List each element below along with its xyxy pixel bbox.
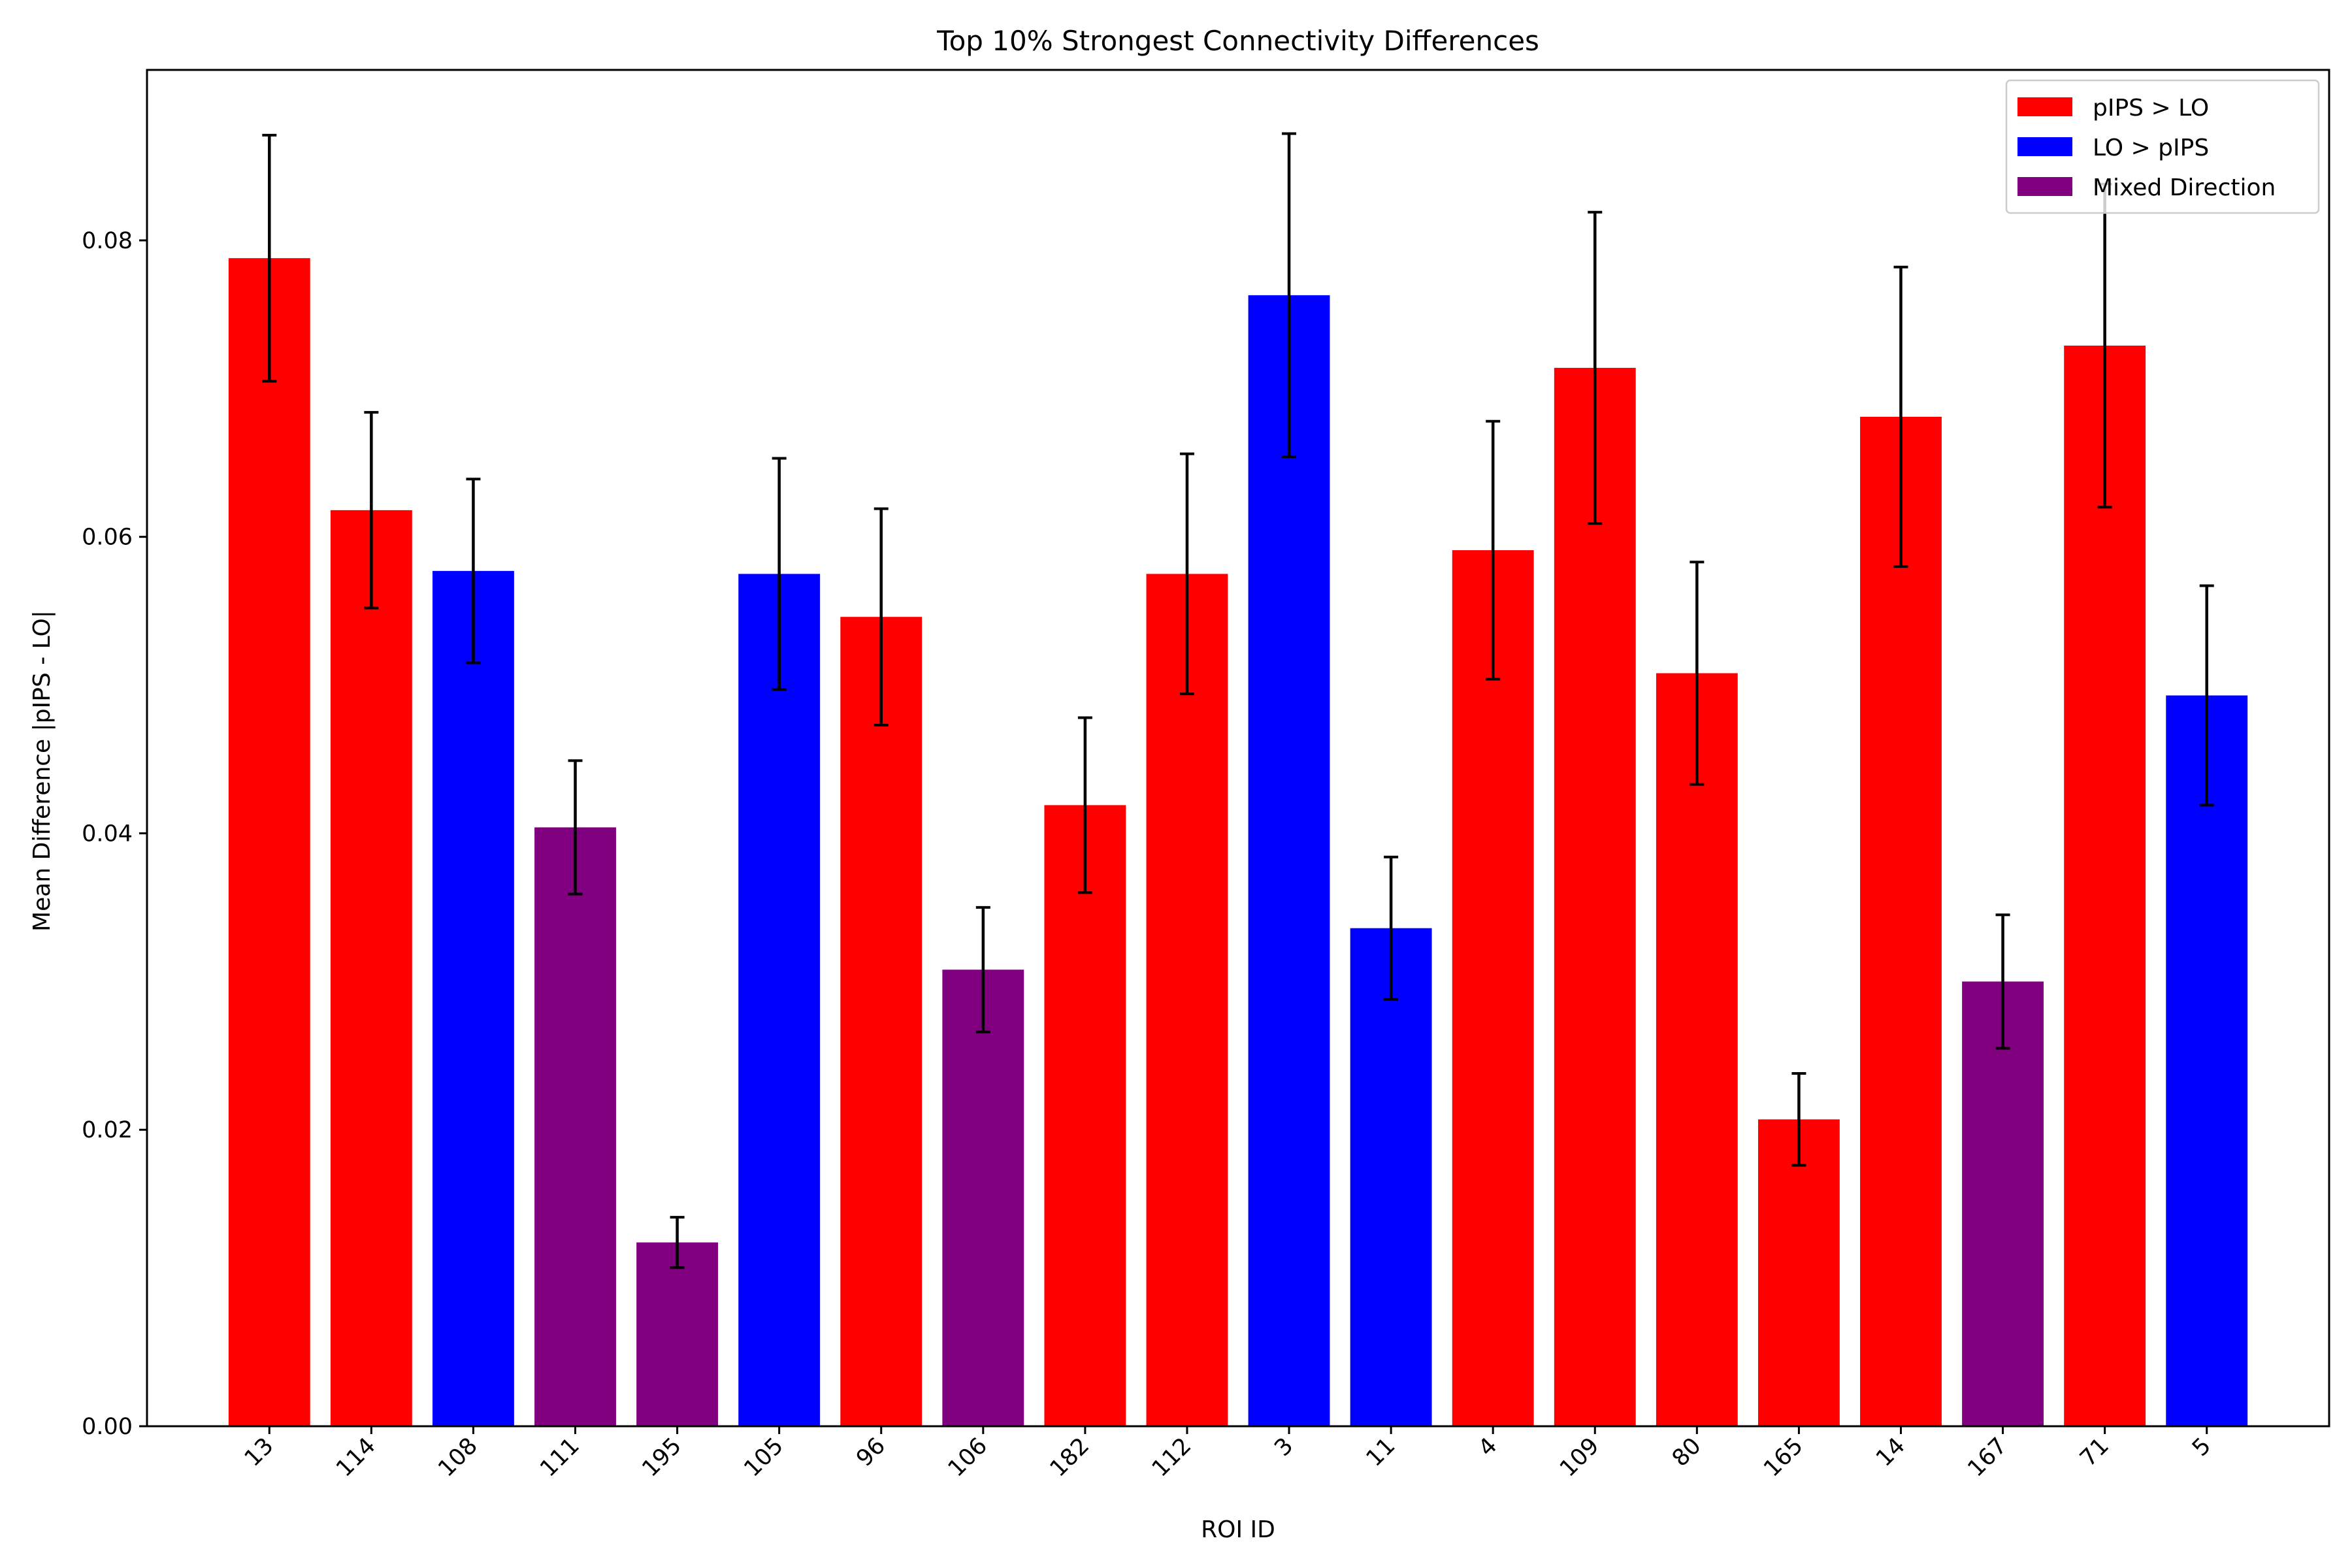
y-tick-label: 0.06 [82,525,133,551]
x-tick-label: 105 [739,1433,789,1482]
legend-label: LO > pIPS [2093,135,2209,161]
legend-swatch [2017,137,2072,156]
bar-5 [2166,695,2248,1426]
x-tick-label: 106 [943,1433,993,1482]
x-tick-label: 165 [1759,1433,1808,1482]
bar-112 [1146,574,1228,1426]
x-tick-label: 13 [240,1433,279,1472]
error-bar-108 [466,478,481,664]
legend-swatch [2017,97,2072,116]
bar-105 [738,574,821,1426]
x-tick-label: 111 [535,1433,585,1482]
error-bar-14 [1893,265,1908,568]
x-tick-label: 80 [1667,1433,1707,1472]
x-tick-label: 182 [1045,1433,1095,1482]
legend-label: pIPS > LO [2093,95,2209,122]
bar-165 [1757,1119,1840,1426]
bar-14 [1860,416,1942,1426]
x-tick-label: 11 [1362,1433,1401,1472]
bar-195 [636,1242,719,1426]
error-bar-109 [1588,210,1603,525]
y-axis-label: Mean Difference |pIPS - LO| [29,610,56,932]
x-tick-label: 195 [637,1433,687,1482]
error-bar-165 [1791,1072,1806,1167]
chart-title: Top 10% Strongest Connectivity Differenc… [936,25,1539,57]
bar-111 [534,827,616,1426]
legend: pIPS > LO LO > pIPS Mixed Direction [2005,79,2320,214]
x-tick-label: 114 [331,1433,381,1482]
bar-4 [1452,550,1534,1427]
bar-80 [1656,673,1738,1426]
bar-71 [2064,346,2146,1426]
bar-109 [1554,368,1636,1427]
error-bar-80 [1690,561,1705,786]
y-tick-label: 0.02 [82,1117,133,1143]
error-bar-105 [772,457,787,691]
error-bar-112 [1179,452,1194,696]
error-bar-111 [568,759,583,896]
legend-frame [2005,79,2320,214]
error-bar-4 [1486,419,1501,681]
legend-label: Mixed Direction [2093,174,2276,201]
bar-3 [1248,295,1330,1426]
x-axis-label: ROI ID [1201,1516,1275,1543]
x-tick-label: 109 [1555,1433,1605,1482]
error-bar-11 [1384,855,1399,1001]
bar-114 [330,510,412,1427]
bar-167 [1962,981,2044,1426]
y-tick-label: 0.04 [82,821,133,847]
error-bar-195 [670,1216,685,1269]
bar-106 [942,970,1024,1426]
x-tick-label: 14 [1871,1433,1910,1472]
legend-swatch [2017,177,2072,196]
bar-96 [840,617,923,1426]
x-tick-label: 71 [2075,1433,2114,1472]
x-tick-label: 4 [1474,1433,1503,1462]
bar-11 [1350,928,1432,1426]
x-tick-label: 96 [851,1433,890,1472]
bar-182 [1044,805,1126,1426]
y-tick-label: 0.08 [82,228,133,254]
plot-frame [146,69,2330,1428]
x-tick-label: 5 [2187,1433,2216,1462]
error-bar-167 [1995,913,2010,1050]
y-tick-label: 0.00 [82,1414,133,1440]
error-bar-3 [1282,132,1297,459]
error-bar-182 [1077,716,1092,894]
bar-108 [433,570,514,1427]
error-bar-106 [975,906,990,1034]
x-tick-label: 3 [1269,1433,1298,1462]
error-bar-5 [2199,584,2214,807]
error-bar-96 [874,507,889,727]
x-tick-label: 108 [433,1433,483,1482]
error-bar-13 [262,133,277,383]
x-tick-label: 167 [1963,1433,2012,1482]
error-bar-114 [364,411,379,610]
bar-13 [228,258,310,1426]
x-tick-label: 112 [1147,1433,1197,1482]
